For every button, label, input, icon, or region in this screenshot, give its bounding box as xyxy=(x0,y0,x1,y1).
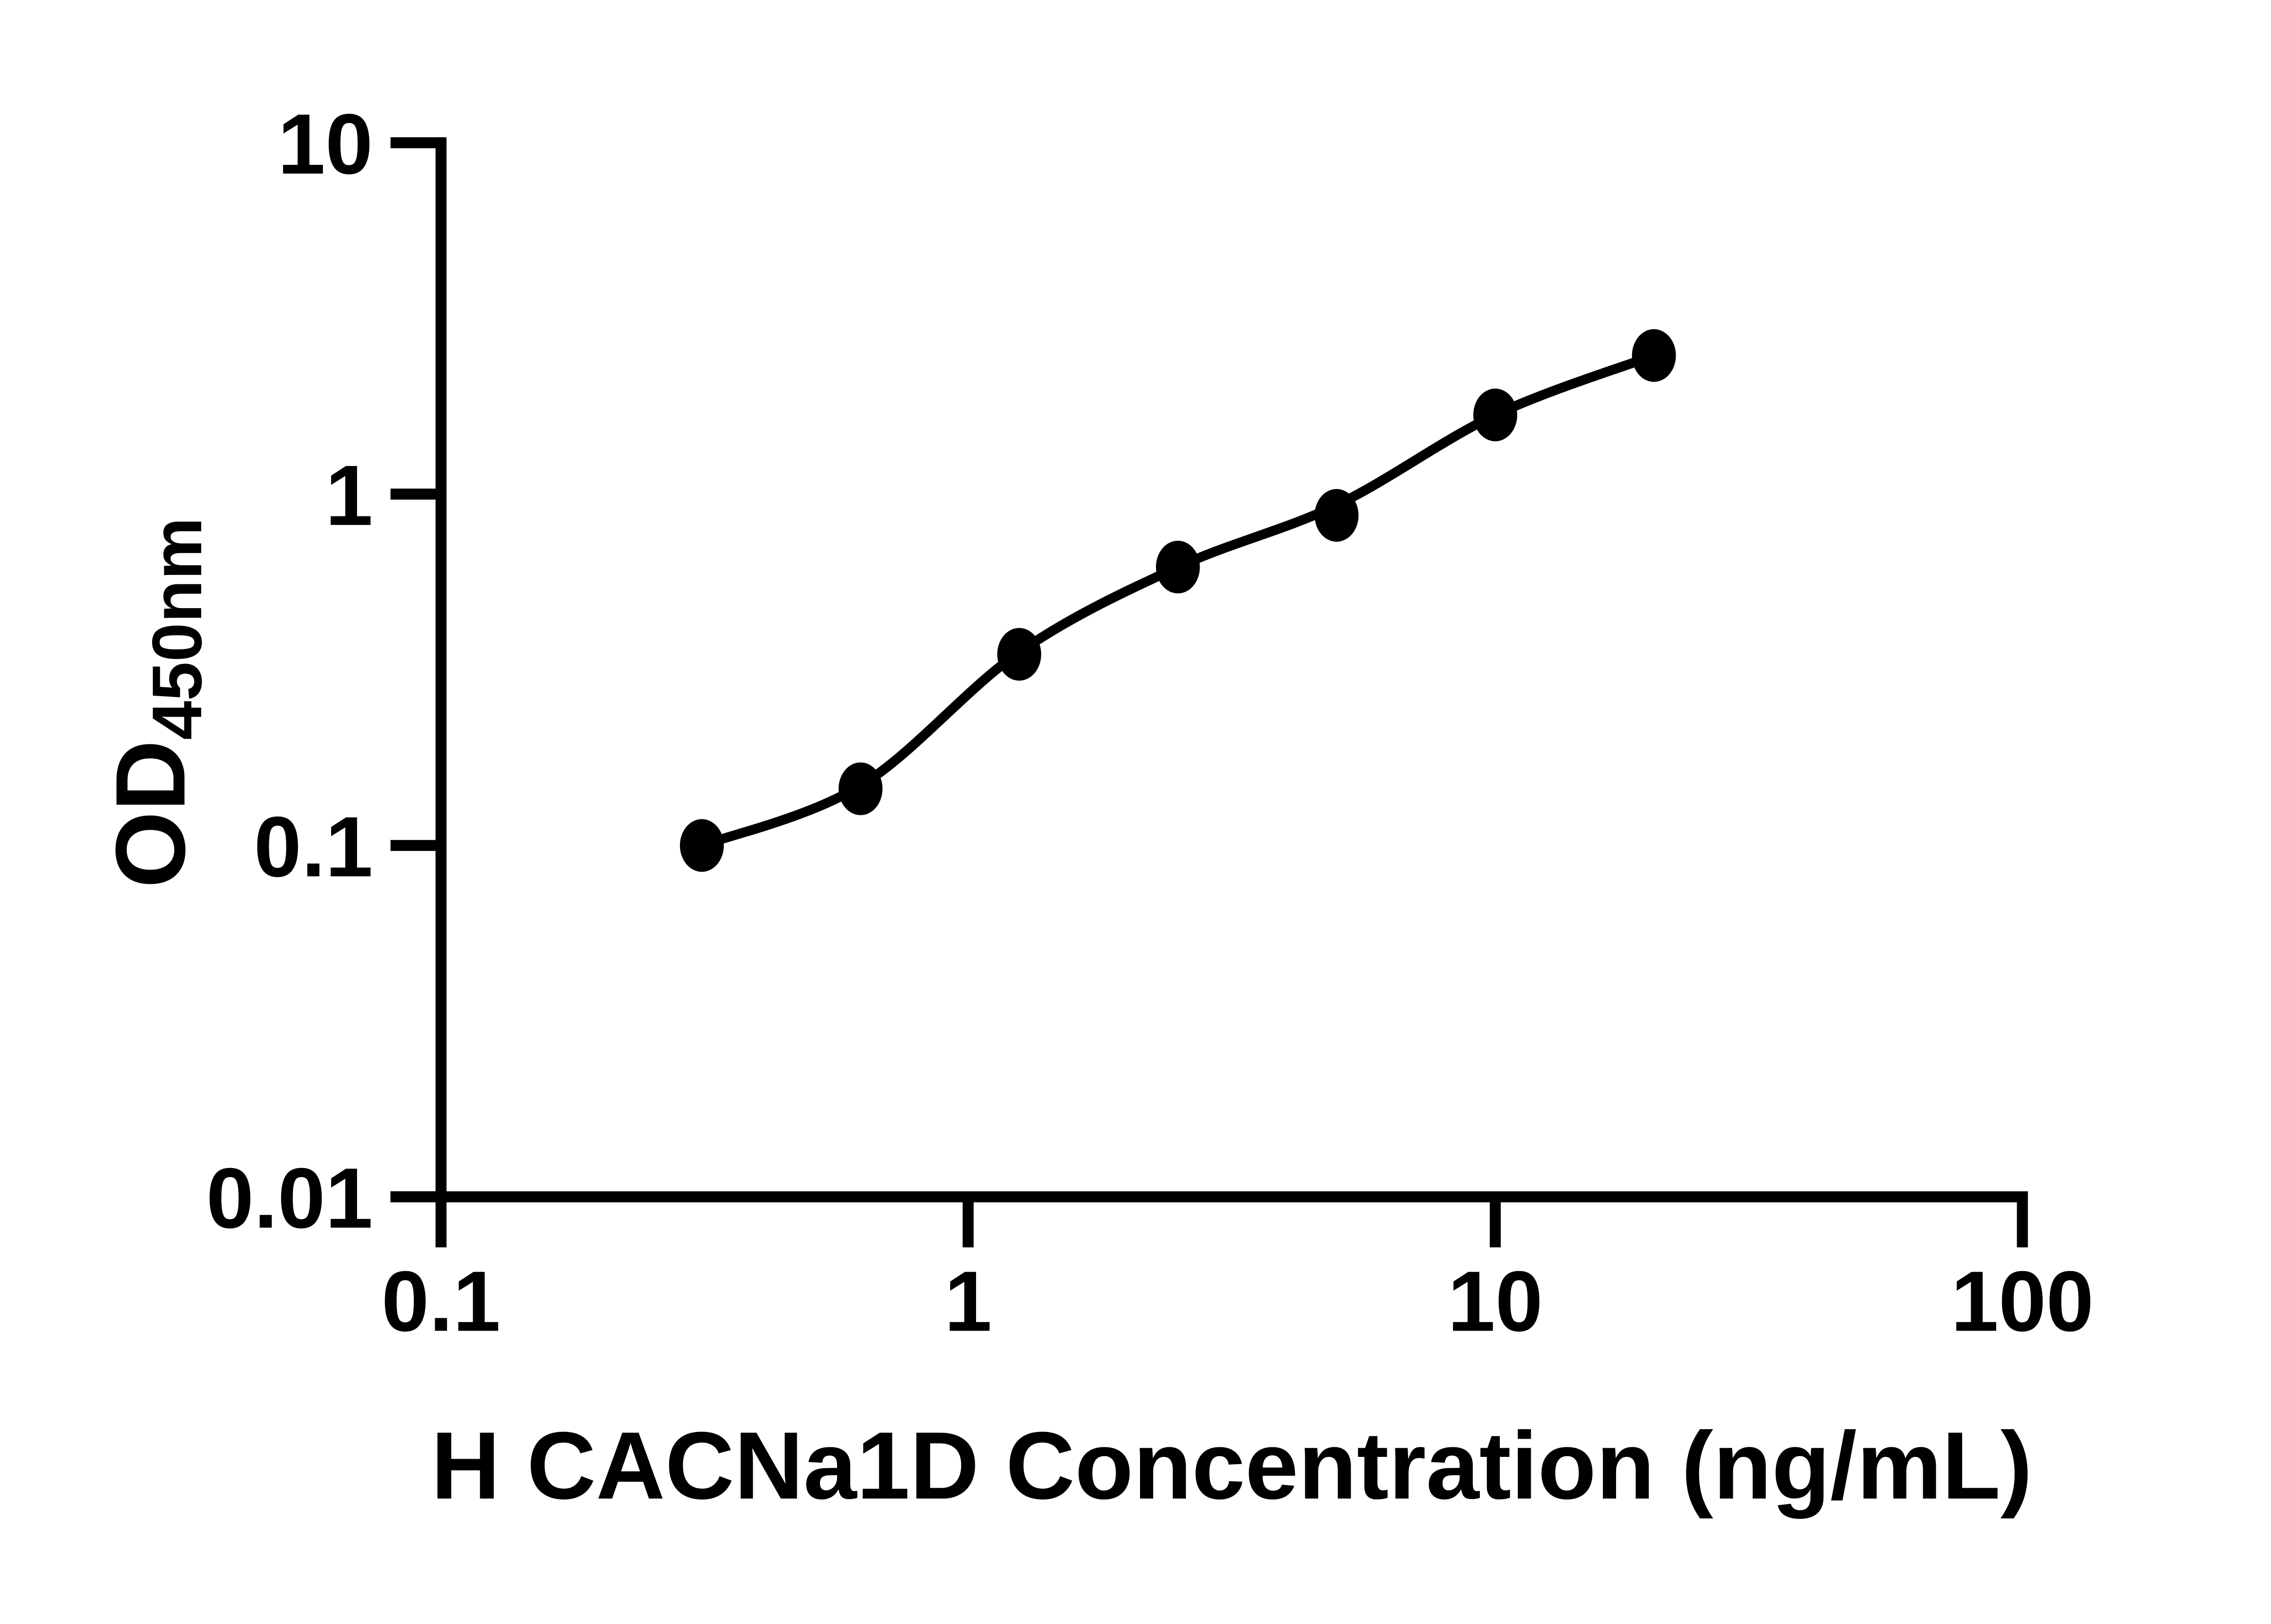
x-tick-label: 100 xyxy=(1951,1253,2094,1349)
x-tick-label: 0.1 xyxy=(382,1253,501,1349)
data-point xyxy=(1314,489,1359,542)
y-tick-label: 0.1 xyxy=(254,799,373,895)
data-point xyxy=(1632,329,1676,382)
data-point xyxy=(679,819,724,872)
standard-curve-figure: 0.01 0.1 1 10 0.1 1 10 100 H CACNa1D Concentrat… xyxy=(95,96,2094,1519)
data-point xyxy=(1155,540,1200,594)
x-tick-label: 10 xyxy=(1448,1253,1543,1349)
data-point xyxy=(997,628,1041,681)
y-tick-label: 0.01 xyxy=(206,1150,373,1246)
y-axis-title: OD450nm xyxy=(95,517,216,888)
x-axis-title: H CACNa1D Concentration (ng/mL) xyxy=(431,1412,2033,1519)
data-point-layer xyxy=(679,329,1676,872)
data-point xyxy=(1473,388,1517,441)
tick-layer xyxy=(390,137,2028,1248)
y-axis-title-subscript: 450nm xyxy=(138,517,216,740)
y-tick-label: 1 xyxy=(325,447,373,543)
x-tick-label: 1 xyxy=(944,1253,992,1349)
axes-layer xyxy=(390,137,2028,1203)
data-point xyxy=(838,762,883,815)
y-axis-title-main: OD xyxy=(95,740,206,888)
y-tick-label: 10 xyxy=(278,96,373,192)
